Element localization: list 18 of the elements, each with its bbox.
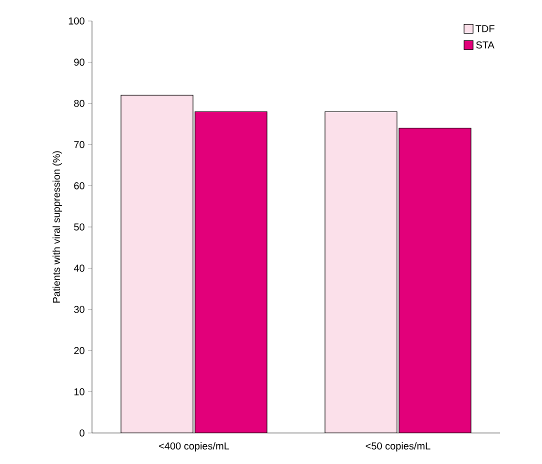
y-tick-label: 70	[74, 141, 84, 148]
y-tick-label: 100	[68, 17, 84, 25]
legend-label: TDF	[476, 25, 494, 32]
y-tick-label: 0	[80, 429, 84, 437]
x-tick-label: <50 copies/mL	[366, 442, 430, 452]
x-tick-label: <400 copies/mL	[159, 442, 230, 452]
y-tick-label: 10	[74, 388, 84, 396]
y-tick-label: 90	[74, 58, 84, 66]
y-tick-label: 40	[74, 264, 84, 272]
y-tick-label: 20	[74, 347, 84, 354]
y-axis-title: Patients with viral suppression (%)	[52, 151, 62, 303]
bar	[398, 128, 472, 433]
y-tick-label: 80	[74, 100, 84, 107]
legend-label: STA	[476, 41, 494, 49]
y-tick-label: 30	[74, 306, 84, 313]
y-tick-label: 50	[74, 223, 84, 231]
bar	[195, 112, 267, 433]
y-tick-label: 60	[74, 182, 84, 190]
